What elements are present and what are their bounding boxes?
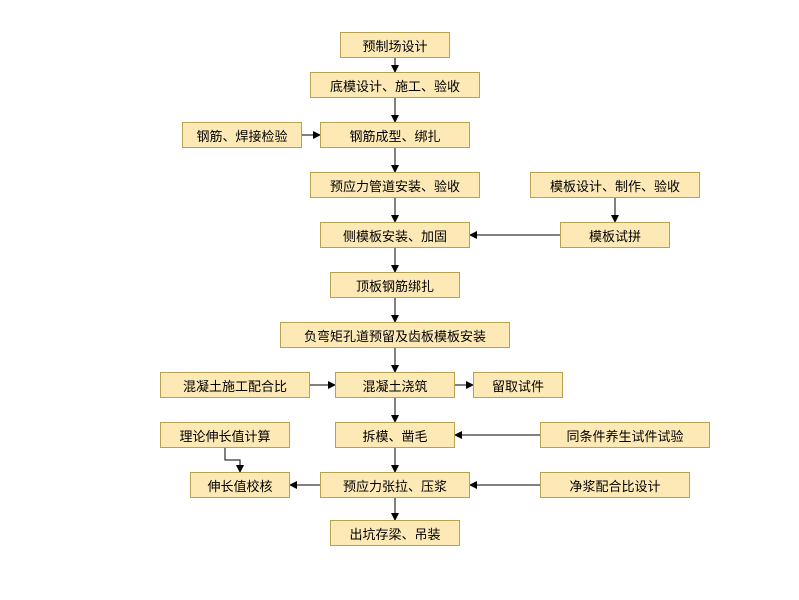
flowchart-node: 侧模板安装、加固 (320, 222, 470, 248)
flowchart-node: 混凝土浇筑 (335, 372, 455, 398)
flowchart-node: 钢筋、焊接检验 (182, 122, 302, 148)
flowchart-node: 净浆配合比设计 (540, 472, 690, 498)
flowchart-node: 混凝土施工配合比 (160, 372, 310, 398)
flowchart-node: 拆模、凿毛 (335, 422, 455, 448)
flowchart-node: 伸长值校核 (190, 472, 290, 498)
flowchart-node: 预制场设计 (340, 32, 450, 58)
flowchart-node: 理论伸长值计算 (160, 422, 290, 448)
flowchart-node: 同条件养生试件试验 (540, 422, 710, 448)
flowchart-node: 底模设计、施工、验收 (310, 72, 480, 98)
flowchart-node: 顶板钢筋绑扎 (330, 272, 460, 298)
flowchart-node: 预应力管道安装、验收 (310, 172, 480, 198)
flowchart-node: 负弯矩孔道预留及齿板模板安装 (280, 322, 510, 348)
flowchart-node: 模板试拼 (560, 222, 670, 248)
flowchart-edge (225, 448, 240, 472)
flowchart-node: 预应力张拉、压浆 (320, 472, 470, 498)
flowchart-node: 模板设计、制作、验收 (530, 172, 700, 198)
flowchart-node: 钢筋成型、绑扎 (320, 122, 470, 148)
flowchart-node: 留取试件 (473, 372, 563, 398)
flowchart-node: 出坑存梁、吊装 (330, 520, 460, 546)
